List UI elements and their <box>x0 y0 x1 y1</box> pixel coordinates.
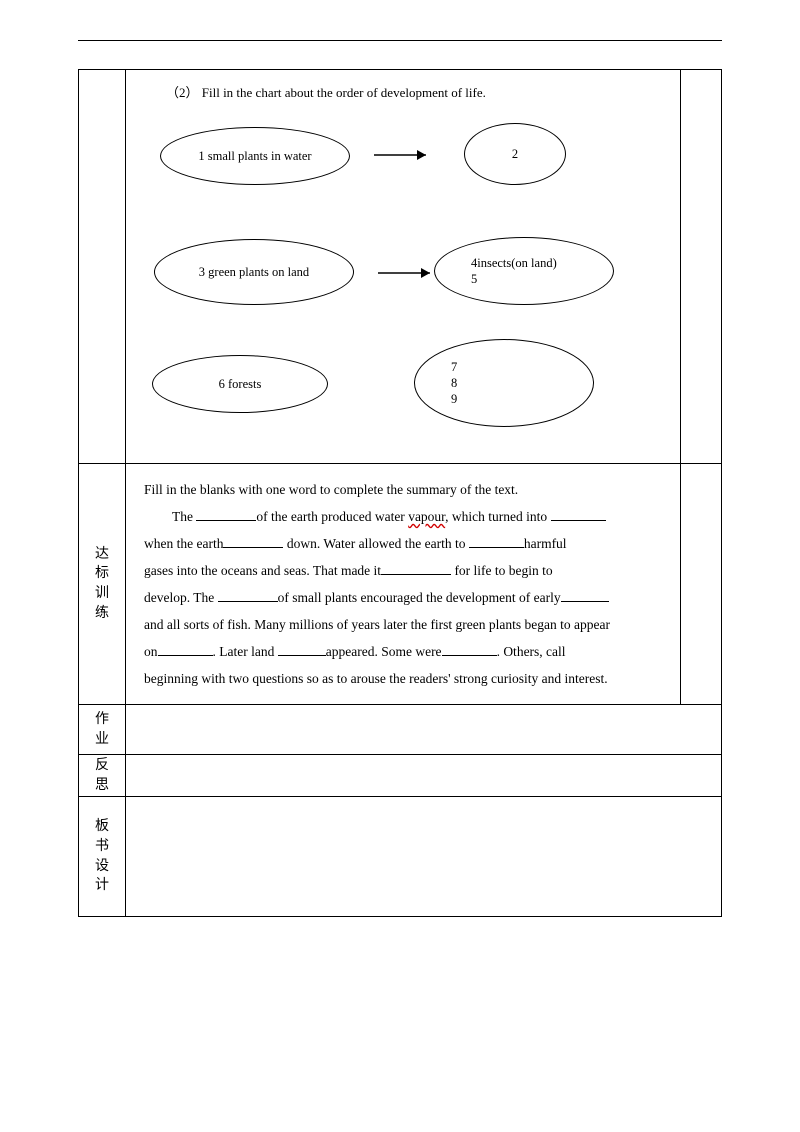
board-label: 板书设计 <box>95 817 109 895</box>
node-n4: 4insects(on land)5 <box>434 237 614 305</box>
passage-line-5: develop. The of small plants encouraged … <box>144 584 662 611</box>
exercise-label-cell: 达标训练 <box>79 464 126 705</box>
node-n7: 789 <box>414 339 594 427</box>
arrow-1 <box>374 145 436 165</box>
passage-line-4: gases into the oceans and seas. That mad… <box>144 557 662 584</box>
p7c: appeared. Some were <box>326 644 442 659</box>
blank-10[interactable] <box>442 642 497 656</box>
blank-7[interactable] <box>561 588 609 602</box>
p3a: when the earth <box>144 536 223 551</box>
node-n6: 6 forests <box>152 355 328 413</box>
p4a: gases into the oceans and seas. That mad… <box>144 563 381 578</box>
diagram-cell: （2） Fill in the chart about the order of… <box>126 70 681 464</box>
p3b: down. Water allowed the earth to <box>283 536 468 551</box>
flow-diagram: 1 small plants in water 2 3 green plants o… <box>144 111 662 441</box>
row1-right-cell <box>681 70 722 464</box>
blank-6[interactable] <box>218 588 278 602</box>
p4b: for life to begin to <box>451 563 553 578</box>
chart-title: （2） Fill in the chart about the order of… <box>166 82 662 101</box>
passage-body: Fill in the blanks with one word to comp… <box>126 464 680 704</box>
blank-3[interactable] <box>223 534 283 548</box>
p2c: , which turned into <box>445 509 550 524</box>
homework-cell <box>126 705 722 755</box>
p7b: . Later land <box>213 644 278 659</box>
homework-label-cell: 作业 <box>79 705 126 755</box>
reflection-label-cell: 反思 <box>79 755 126 797</box>
node-n2: 2 <box>464 123 566 185</box>
main-table: （2） Fill in the chart about the order of… <box>78 69 722 917</box>
board-label-cell: 板书设计 <box>79 797 126 917</box>
passage-line-1: Fill in the blanks with one word to comp… <box>144 476 662 503</box>
misspelled-word: vapour <box>408 509 445 524</box>
blank-9[interactable] <box>278 642 326 656</box>
node-n3: 3 green plants on land <box>154 239 354 305</box>
row1-label-cell <box>79 70 126 464</box>
reflection-label: 反思 <box>95 756 109 795</box>
reflection-cell <box>126 755 722 797</box>
p7a: on <box>144 644 158 659</box>
board-cell <box>126 797 722 917</box>
passage-line-2: The of the earth produced water vapour, … <box>144 503 662 530</box>
p7d: . Others, call <box>497 644 566 659</box>
arrow-2 <box>378 263 440 283</box>
top-horizontal-rule <box>78 40 722 41</box>
passage-line-3: when the earth down. Water allowed the e… <box>144 530 662 557</box>
p2b: of the earth produced water <box>256 509 408 524</box>
p5b: of small plants encouraged the developme… <box>278 590 561 605</box>
homework-label: 作业 <box>95 710 109 749</box>
blank-4[interactable] <box>469 534 524 548</box>
blank-1[interactable] <box>196 507 256 521</box>
row2-right-cell <box>681 464 722 705</box>
passage-line-8: beginning with two questions so as to ar… <box>144 665 662 692</box>
passage-line-6: and all sorts of fish. Many millions of … <box>144 611 662 638</box>
p3c: harmful <box>524 536 567 551</box>
blank-8[interactable] <box>158 642 213 656</box>
blank-5[interactable] <box>381 561 451 575</box>
blank-2[interactable] <box>551 507 606 521</box>
passage-cell: Fill in the blanks with one word to comp… <box>126 464 681 705</box>
exercise-label: 达标训练 <box>95 545 109 623</box>
passage-line-7: on . Later land appeared. Some were . Othe… <box>144 638 662 665</box>
node-n1: 1 small plants in water <box>160 127 350 185</box>
p2a: The <box>172 509 196 524</box>
p5a: develop. The <box>144 590 218 605</box>
